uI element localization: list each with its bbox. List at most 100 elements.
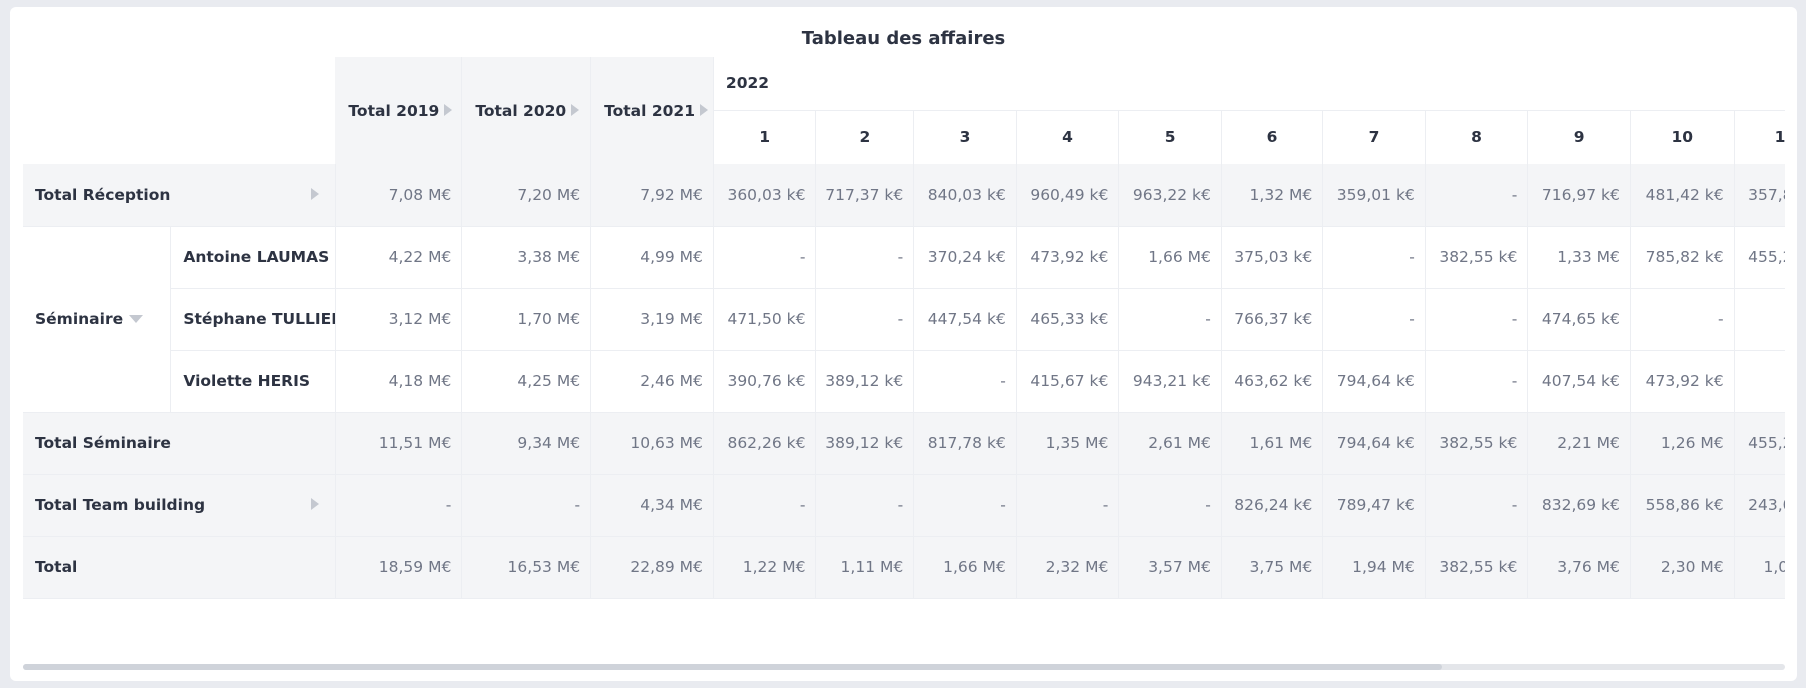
value-cell: 1,33 M€ (1527, 226, 1631, 289)
value-cell: 375,03 k€ (1221, 226, 1324, 289)
person-name: Stéphane TULLIER (170, 288, 336, 351)
value-cell: 1,26 M€ (1630, 412, 1735, 475)
value-cell: 1,22 M€ (713, 536, 817, 599)
value-cell: 3,19 M€ (590, 288, 714, 351)
value-cell: - (1734, 288, 1785, 351)
row-total-reception: Total Réception 7,08 M€ 7,20 M€ 7,92 M€ 360… (23, 164, 1785, 227)
value-cell: 785,82 k€ (1630, 226, 1735, 289)
value-cell: 4,18 M€ (335, 350, 463, 413)
value-cell: 463,62 k€ (1221, 350, 1324, 413)
value-cell: 382,55 k€ (1425, 412, 1529, 475)
value-cell: - (713, 226, 817, 289)
expand-arrow-icon[interactable] (310, 498, 319, 510)
corner-cell (23, 57, 336, 164)
value-cell: 1,66 M€ (1118, 226, 1222, 289)
table-title: Tableau des affaires (801, 28, 1006, 49)
value-cell: 389,12 k€ (815, 412, 915, 475)
value-cell: 826,24 k€ (1221, 474, 1324, 537)
row-label: Total Team building (35, 496, 206, 514)
expand-arrow-icon[interactable] (699, 104, 708, 116)
value-cell: 7,20 M€ (461, 164, 592, 227)
header-month-10: 10 (1630, 109, 1735, 164)
value-cell: 3,12 M€ (335, 288, 463, 351)
value-cell: 943,21 k€ (1118, 350, 1222, 413)
scrollbar-thumb[interactable] (23, 664, 1442, 670)
value-cell: 473,92 k€ (1016, 226, 1120, 289)
value-cell: 832,69 k€ (1527, 474, 1631, 537)
value-cell: 2,46 M€ (590, 350, 714, 413)
value-cell: 1,66 M€ (913, 536, 1017, 599)
expand-arrow-icon[interactable] (571, 104, 580, 116)
value-cell: 455,29 k€ (1734, 226, 1785, 289)
value-cell: 766,37 k€ (1221, 288, 1324, 351)
row-label: Total Réception (35, 185, 171, 204)
value-cell: 3,75 M€ (1221, 536, 1324, 599)
value-cell: - (815, 474, 915, 537)
row-antoine-laumas: Séminaire Antoine LAUMAS 4,22 M€ 3,38 M€ 4… (23, 226, 1785, 413)
value-cell: 3,76 M€ (1527, 536, 1631, 599)
value-cell: - (1118, 288, 1222, 351)
value-cell: 817,78 k€ (913, 412, 1017, 475)
value-cell: 1,06 M€ (1734, 536, 1785, 599)
row-total-seminaire: Total Séminaire 11,51 M€ 9,34 M€ 10,63 M€ 8… (23, 412, 1785, 475)
business-table-card: Tableau des affaires Total 2019 Total 20… (10, 7, 1797, 681)
value-cell: - (1425, 288, 1529, 351)
value-cell: 9,34 M€ (461, 412, 592, 475)
value-cell: 3,57 M€ (1118, 536, 1222, 599)
value-cell: 370,24 k€ (913, 226, 1017, 289)
value-cell: 18,59 M€ (335, 536, 463, 599)
row-total-team-building: Total Team building - -4,34 M€ - - - - -826,24… (23, 474, 1785, 537)
value-cell: 862,26 k€ (713, 412, 817, 475)
value-cell: 1,11 M€ (815, 536, 915, 599)
header-total-2020[interactable]: Total 2020 (461, 57, 592, 164)
value-cell: 2,61 M€ (1118, 412, 1222, 475)
value-cell: - (1425, 474, 1529, 537)
value-cell: 960,49 k€ (1016, 164, 1120, 227)
header-total-2019[interactable]: Total 2019 (335, 57, 463, 164)
row-label: Total (23, 536, 336, 599)
value-cell: 4,34 M€ (590, 474, 714, 537)
value-cell: - (1118, 474, 1222, 537)
value-cell: 794,64 k€ (1322, 412, 1426, 475)
value-cell: - (1630, 288, 1735, 351)
person-name: Antoine LAUMAS (170, 226, 336, 289)
group-cell-seminaire[interactable]: Séminaire (23, 226, 172, 413)
value-cell: 2,21 M€ (1527, 412, 1631, 475)
value-cell: 415,67 k€ (1016, 350, 1120, 413)
value-cell: 473,92 k€ (1630, 350, 1735, 413)
value-cell: 447,54 k€ (913, 288, 1017, 351)
value-cell: 243,06 k€ (1734, 474, 1785, 537)
row-label-cell[interactable]: Total Réception (23, 164, 336, 227)
collapse-arrow-icon[interactable] (129, 314, 144, 323)
header-month-2: 2 (815, 109, 915, 164)
value-cell: - (815, 288, 915, 351)
value-cell: 1,94 M€ (1322, 536, 1426, 599)
value-cell: 1,35 M€ (1016, 412, 1120, 475)
value-cell: 22,89 M€ (590, 536, 714, 599)
value-cell: - (1425, 350, 1529, 413)
pivot-table-viewport[interactable]: Total 2019 Total 2020 Total 2021 2022 1 … (23, 57, 1785, 627)
row-label-cell[interactable]: Total Team building (23, 474, 336, 537)
value-cell: 465,33 k€ (1016, 288, 1120, 351)
header-total-2021[interactable]: Total 2021 (590, 57, 714, 164)
value-cell: - (815, 226, 915, 289)
value-cell: 360,03 k€ (713, 164, 817, 227)
expand-arrow-icon[interactable] (444, 104, 453, 116)
value-cell: - (913, 474, 1017, 537)
value-cell: - (1322, 288, 1426, 351)
horizontal-scrollbar[interactable] (23, 664, 1785, 670)
expand-arrow-icon[interactable] (310, 187, 319, 200)
value-cell: 16,53 M€ (461, 536, 592, 599)
value-cell: 717,37 k€ (815, 164, 915, 227)
value-cell: 963,22 k€ (1118, 164, 1222, 227)
header-month-3: 3 (913, 109, 1017, 164)
value-cell: 382,55 k€ (1425, 536, 1529, 599)
value-cell: - (335, 474, 463, 537)
value-cell: 2,30 M€ (1630, 536, 1735, 599)
value-cell: 359,01 k€ (1322, 164, 1426, 227)
value-cell: 2,32 M€ (1016, 536, 1120, 599)
value-cell: 558,86 k€ (1630, 474, 1735, 537)
header-month-9: 9 (1527, 109, 1631, 164)
value-cell: 794,64 k€ (1322, 350, 1426, 413)
header-month-1: 1 (713, 109, 817, 164)
